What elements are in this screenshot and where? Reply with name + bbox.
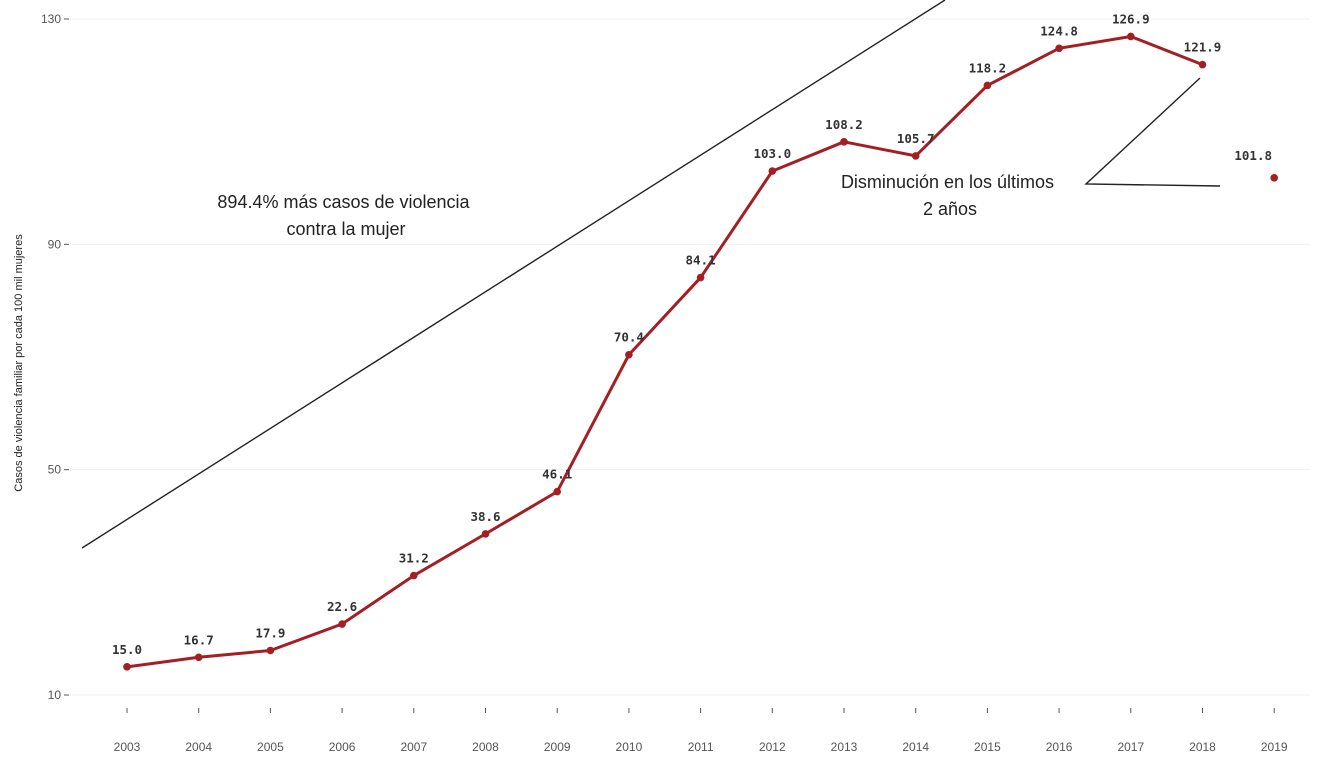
data-label: 22.6 (327, 599, 357, 614)
data-point (768, 167, 777, 175)
x-tick-label: 2013 (831, 740, 858, 754)
decline-callout-line (1084, 77, 1221, 187)
data-point (194, 653, 203, 662)
x-tick-label: 2007 (400, 740, 427, 754)
decline-annotation: Disminución en los últimos 2 años (841, 172, 1059, 219)
x-tick-label: 2004 (185, 740, 212, 754)
x-tick-label: 2016 (1046, 740, 1073, 754)
data-labels: 15.0 16.7 17.9 22.6 31.2 38.6 46.1 70.4 84.1 103.… (112, 11, 1272, 656)
data-label: 17.9 (255, 625, 285, 640)
data-point (266, 646, 275, 655)
data-point (625, 350, 633, 359)
axes: Casos de violencia familiar por cada 100… (13, 12, 1288, 754)
data-point (410, 571, 418, 580)
data-label: 70.4 (614, 330, 644, 345)
data-point (1127, 32, 1135, 41)
data-label: 103.0 (753, 146, 791, 161)
data-label: 121.9 (1184, 40, 1222, 55)
data-label: 38.6 (470, 509, 500, 524)
data-point (840, 138, 848, 146)
data-point (553, 487, 561, 496)
x-tick-label: 2008 (472, 740, 499, 754)
x-tick-label: 2014 (902, 740, 929, 754)
data-label: 118.2 (969, 60, 1007, 75)
y-tick-label: 10 (48, 688, 62, 702)
data-label: 46.1 (542, 467, 572, 482)
x-tick-label: 2017 (1117, 740, 1144, 754)
y-axis-title: Casos de violencia familiar por cada 100… (13, 234, 25, 492)
x-tick-label: 2009 (544, 740, 571, 754)
data-label: 108.2 (825, 117, 863, 132)
x-tick-label: 2003 (114, 740, 141, 754)
data-point (983, 81, 992, 90)
x-tick-label: 2015 (974, 740, 1001, 754)
x-tick-label: 2018 (1189, 740, 1216, 754)
x-tick-label: 2005 (257, 740, 284, 754)
series-line (126, 34, 1204, 669)
decline-annotation-line-2: 2 años (923, 199, 977, 219)
data-point (696, 273, 705, 282)
growth-annotation-line-1: 894.4% más casos de violencia (217, 192, 470, 212)
x-tick-label: 2006 (329, 740, 356, 754)
data-point (1198, 60, 1207, 69)
data-point (481, 530, 490, 538)
decline-annotation-line-1: Disminución en los últimos (841, 172, 1054, 192)
data-label: 105.7 (897, 131, 935, 146)
series (123, 32, 1278, 671)
data-point (911, 152, 920, 160)
gridlines (70, 18, 1310, 696)
data-label: 126.9 (1112, 11, 1150, 26)
data-label: 15.0 (112, 642, 142, 657)
trend-annotation-lines (81, 0, 1221, 549)
isolated-data-label: 101.8 (1234, 148, 1272, 163)
data-label: 84.1 (686, 253, 716, 268)
data-label: 16.7 (184, 632, 214, 647)
data-point (338, 620, 346, 628)
x-tick-label: 2012 (759, 740, 786, 754)
growth-annotation: 894.4% más casos de violencia contra la … (217, 192, 474, 239)
x-tick-label: 2011 (688, 740, 714, 754)
y-tick-label: 50 (48, 463, 62, 477)
x-tick-label: 2010 (616, 740, 643, 754)
data-label: 31.2 (399, 551, 429, 566)
annotations: 894.4% más casos de violencia contra la … (217, 172, 1059, 239)
isolated-data-point (1270, 174, 1278, 182)
growth-annotation-line-2: contra la mujer (286, 219, 405, 239)
data-point (123, 663, 131, 671)
y-tick-label: 130 (41, 12, 61, 26)
data-label: 124.8 (1040, 23, 1078, 38)
y-tick-label: 90 (48, 237, 62, 251)
x-tick-label: 2019 (1261, 740, 1288, 754)
growth-trend-line (81, 0, 946, 549)
data-point (1055, 44, 1063, 53)
